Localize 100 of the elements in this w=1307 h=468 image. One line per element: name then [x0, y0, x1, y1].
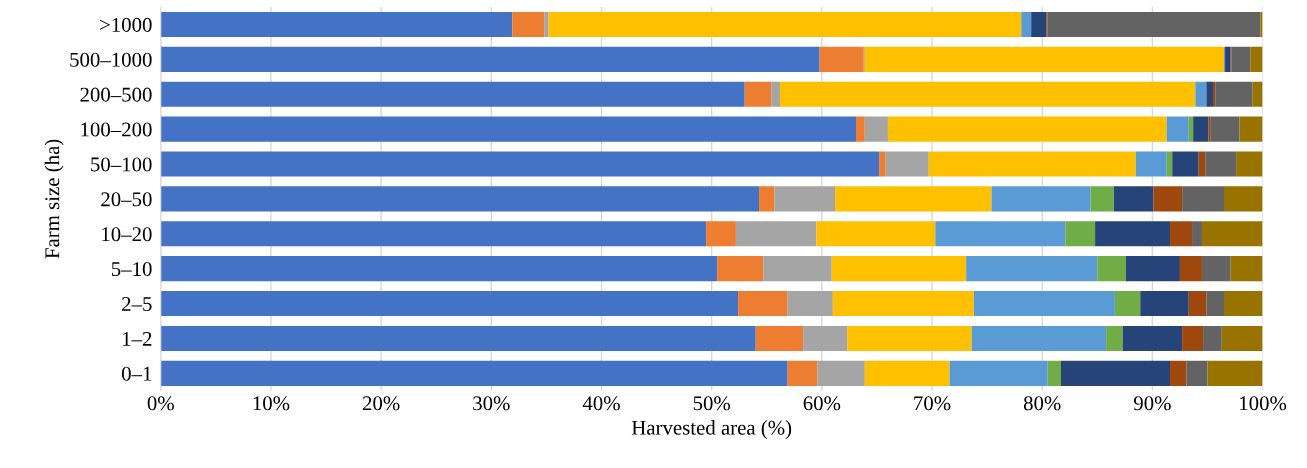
bar [864, 116, 888, 142]
bar [787, 291, 833, 317]
bar [1095, 221, 1171, 247]
bar [1182, 325, 1204, 352]
bar [771, 81, 780, 107]
bar [738, 291, 788, 317]
bar [1097, 256, 1126, 282]
x-tick-label: 90% [1133, 396, 1171, 411]
bar [160, 11, 513, 38]
bar [949, 360, 1048, 386]
bar [1140, 291, 1189, 317]
bar [1208, 116, 1211, 142]
bar [864, 360, 950, 386]
bar [816, 221, 936, 247]
x-tick-label: 60% [803, 396, 841, 411]
bar [1205, 151, 1237, 177]
x-axis-title: Harvested area (%) [631, 420, 792, 439]
y-axis-title: Farm size (ha) [44, 139, 64, 259]
bar [864, 46, 1224, 72]
x-tick-label: 80% [1023, 396, 1061, 411]
y-tick-label: 1–2 [123, 331, 152, 346]
bar [1201, 256, 1231, 282]
bar [1166, 116, 1189, 142]
bar [1172, 151, 1199, 177]
x-tick-label: 40% [582, 396, 620, 411]
bar [160, 46, 820, 72]
bar [1065, 221, 1096, 247]
bar [879, 151, 886, 177]
bar [1170, 221, 1193, 247]
bar [817, 360, 865, 386]
bar [779, 81, 1196, 107]
bar [1231, 46, 1251, 72]
bar [160, 186, 760, 212]
y-tick-label: 500–1000 [70, 52, 152, 67]
bar [928, 151, 1136, 177]
y-tick-label: 20–50 [101, 192, 152, 207]
bar [160, 221, 707, 247]
x-tick-label: 100% [1240, 396, 1287, 411]
bar [1193, 116, 1209, 142]
bar [1135, 151, 1167, 177]
bar [935, 221, 1066, 247]
bar [1236, 151, 1263, 177]
x-tick-label: 0% [147, 396, 174, 411]
bar [1090, 186, 1114, 212]
bar [735, 221, 817, 247]
bar [763, 256, 832, 282]
bar [548, 11, 1022, 38]
bar [1186, 360, 1208, 386]
bar [774, 186, 836, 212]
bar [1153, 186, 1183, 212]
bar [544, 11, 549, 38]
bar [973, 291, 1115, 317]
bar [831, 256, 967, 282]
bar [1225, 46, 1231, 72]
bar [887, 116, 1167, 142]
bar [1221, 325, 1263, 352]
bar [1060, 360, 1171, 386]
bar [832, 291, 974, 317]
bar [1125, 256, 1180, 282]
bar [819, 46, 864, 72]
y-tick-label: 50–100 [91, 157, 152, 172]
bar [1201, 221, 1263, 247]
bar [1170, 360, 1187, 386]
x-tick-label: 70% [914, 396, 951, 411]
bar [835, 186, 992, 212]
bar [160, 360, 788, 386]
bar [1047, 360, 1061, 386]
bar [1230, 256, 1263, 282]
bar [1198, 151, 1206, 177]
bar [1113, 186, 1154, 212]
bar [1179, 256, 1202, 282]
y-tick-label: 0–1 [121, 366, 152, 381]
bar [160, 256, 718, 282]
bar [1192, 221, 1202, 247]
bar [1188, 291, 1207, 317]
y-tick-label: >1000 [100, 17, 152, 32]
bar [160, 81, 745, 107]
bar [1114, 291, 1141, 317]
y-tick-label: 2–5 [122, 296, 152, 311]
bar [1260, 11, 1263, 38]
bar [803, 325, 848, 352]
bar [160, 325, 756, 352]
bar [1188, 116, 1194, 142]
bar [1207, 360, 1263, 386]
bar [885, 151, 929, 177]
bar [1106, 325, 1123, 352]
x-tick-label: 10% [253, 396, 290, 411]
bar [991, 186, 1091, 212]
bar [1250, 46, 1263, 72]
bar [1215, 81, 1253, 107]
bar [755, 325, 804, 352]
bar [856, 116, 865, 142]
x-tick-label: 50% [693, 396, 731, 411]
bar [787, 360, 818, 386]
bar [160, 291, 739, 317]
bar [717, 256, 764, 282]
x-tick-label: 20% [362, 396, 400, 411]
bar [966, 256, 1098, 282]
bar [1195, 81, 1207, 107]
y-tick-label: 100–200 [81, 122, 152, 137]
